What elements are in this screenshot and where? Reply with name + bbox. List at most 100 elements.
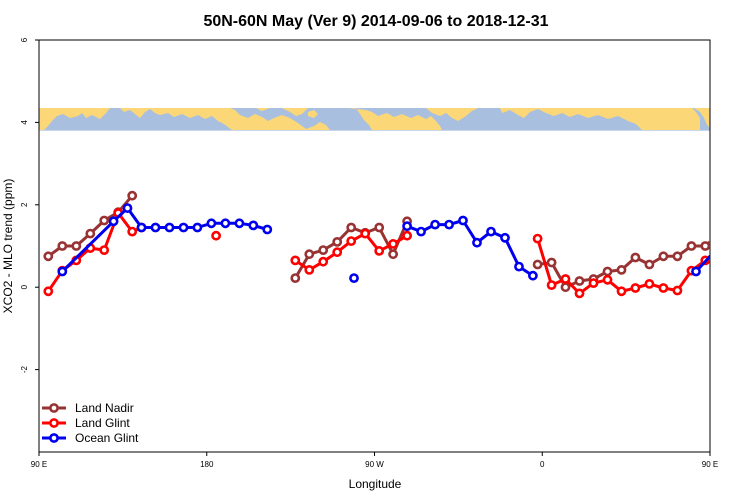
data-point-ocean-glint <box>164 222 175 233</box>
legend-item-ocean-glint: Ocean Glint <box>42 431 139 445</box>
series-layer <box>43 190 750 299</box>
data-point-land-glint <box>318 256 329 267</box>
data-point-land-glint <box>402 230 412 241</box>
data-point-ocean-glint <box>192 222 203 233</box>
series-line-land-glint <box>47 211 143 293</box>
data-point-land-glint <box>388 238 398 249</box>
data-point-land-nadir <box>546 257 557 268</box>
data-point-ocean-glint <box>108 216 119 227</box>
data-point-land-nadir <box>99 215 110 226</box>
data-point-land-glint <box>127 226 138 237</box>
data-point-land-nadir <box>127 190 138 201</box>
data-point-land-nadir <box>332 236 343 247</box>
data-point-ocean-glint <box>500 232 510 243</box>
data-point-ocean-glint <box>220 218 231 229</box>
data-point-ocean-glint <box>486 226 496 237</box>
data-point-land-glint <box>532 233 543 244</box>
data-point-land-nadir <box>374 222 385 233</box>
data-point-ocean-glint <box>444 219 454 230</box>
series-line-ocean-glint <box>694 254 710 273</box>
data-point-ocean-glint <box>57 266 68 277</box>
data-point-land-glint <box>374 245 385 256</box>
map-land <box>246 108 308 116</box>
y-tick-label: 2 <box>20 202 29 207</box>
data-point-land-nadir <box>616 264 627 275</box>
data-point-land-nadir <box>43 251 54 262</box>
data-point-ocean-glint <box>430 219 440 230</box>
data-point-land-glint <box>304 264 315 275</box>
data-point-land-nadir <box>318 245 329 255</box>
data-point-ocean-glint <box>150 222 161 233</box>
legend-label: Land Nadir <box>75 401 134 415</box>
data-point-ocean-glint <box>458 215 468 226</box>
map-land <box>500 108 700 130</box>
map-land <box>308 110 318 118</box>
data-point-land-nadir <box>716 230 723 237</box>
x-tick-label: 0 <box>540 460 545 469</box>
data-point-land-nadir <box>574 276 585 286</box>
data-point-land-glint <box>588 278 599 288</box>
data-point-land-nadir <box>630 252 641 263</box>
map-land <box>120 108 330 130</box>
data-point-ocean-glint <box>136 222 147 233</box>
data-point-land-glint <box>332 247 343 258</box>
data-point-ocean-glint <box>739 218 746 225</box>
legend-swatch-marker <box>49 418 59 428</box>
map-land <box>39 108 110 130</box>
x-tick-label: 180 <box>200 460 214 469</box>
y-tick-label: 4 <box>20 120 29 125</box>
legend-label: Ocean Glint <box>75 431 139 445</box>
legend-swatch-marker <box>49 433 59 443</box>
data-point-land-glint <box>730 247 737 254</box>
x-tick-label: 90 W <box>365 460 384 469</box>
data-point-land-nadir <box>560 282 571 293</box>
data-point-land-glint <box>672 285 683 296</box>
data-point-ocean-glint <box>514 261 524 272</box>
data-point-land-glint <box>630 283 641 293</box>
data-point-ocean-glint <box>528 270 538 281</box>
data-point-ocean-glint <box>691 266 701 277</box>
y-tick-label: 6 <box>20 37 29 42</box>
data-point-ocean-glint <box>262 224 273 235</box>
data-point-land-nadir <box>290 273 301 283</box>
data-point-ocean-glint <box>178 222 189 233</box>
map-land <box>420 108 478 121</box>
data-point-land-nadir <box>672 251 683 262</box>
world-map-band <box>39 107 710 131</box>
x-axis-label: Longitude <box>349 477 402 491</box>
data-point-land-glint <box>658 283 669 293</box>
data-point-land-glint <box>716 245 723 252</box>
chart-title: 50N-60N May (Ver 9) 2014-09-06 to 2018-1… <box>203 13 548 30</box>
data-point-land-nadir <box>744 209 750 216</box>
data-point-land-nadir <box>304 249 315 260</box>
data-point-land-glint <box>602 274 613 285</box>
x-tick-label: 90 E <box>702 460 718 469</box>
data-point-land-glint <box>546 280 557 290</box>
y-axis-label: XCO2 - MLO trend (ppm) <box>1 179 15 314</box>
data-point-land-nadir <box>85 228 96 239</box>
y-tick-label: 0 <box>20 284 29 289</box>
data-point-land-nadir <box>644 259 655 270</box>
series-line-ocean-glint <box>406 219 534 277</box>
data-point-land-glint <box>290 255 301 266</box>
legend-swatch-marker <box>49 403 59 413</box>
data-point-land-nadir <box>532 259 543 270</box>
data-point-ocean-glint <box>416 226 426 237</box>
data-point-land-nadir <box>71 241 82 251</box>
data-point-land-nadir <box>730 217 737 224</box>
data-point-land-glint <box>99 245 110 255</box>
legend-label: Land Glint <box>75 416 130 430</box>
series-line-ocean-glint <box>61 206 268 273</box>
data-point-ocean-glint <box>402 221 412 232</box>
map-land <box>690 108 710 128</box>
data-point-ocean-glint <box>248 220 259 231</box>
series-ocean-glint <box>57 203 746 283</box>
data-point-land-glint <box>574 288 585 299</box>
data-point-ocean-glint <box>122 203 133 213</box>
data-point-land-nadir <box>686 241 697 251</box>
map-land <box>348 108 442 130</box>
axes: 90 E 180 90 W 0 90 E -2 0 2 4 6 <box>20 37 718 469</box>
data-point-land-nadir <box>388 249 398 260</box>
